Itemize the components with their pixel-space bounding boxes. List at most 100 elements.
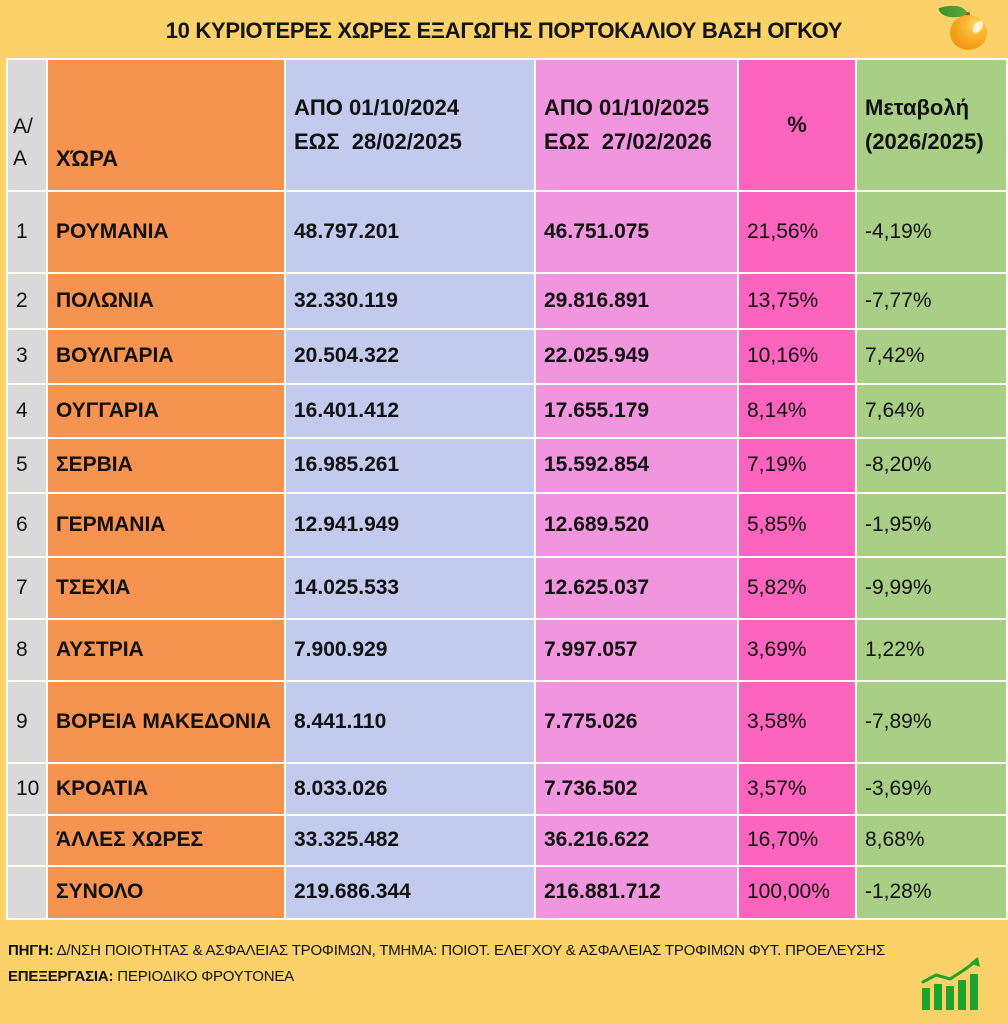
header-index: Α/Α [6,58,48,192]
country-cell: ΓΕΡΜΑΝΙΑ [46,492,286,558]
period2-value-cell: 12.689.520 [534,492,739,558]
period1-value-cell: 8.441.110 [284,680,536,764]
period1-value-cell: 219.686.344 [284,865,536,920]
percent-cell: 10,16% [737,328,857,385]
period1-value-cell: 48.797.201 [284,190,536,274]
percent-cell: 5,85% [737,492,857,558]
table-row: ΆΛΛΕΣ ΧΩΡΕΣ 33.325.482 36.216.622 16,70% 8,6… [6,814,1008,867]
percent-cell: 100,00% [737,865,857,920]
row-index-cell: 6 [6,492,48,558]
header-change: Μεταβολή (2026/2025) [855,58,1008,192]
period1-value-cell: 12.941.949 [284,492,536,558]
period2-value-cell: 46.751.075 [534,190,739,274]
table-row: 7 ΤΣΕΧΙΑ 14.025.533 12.625.037 5,82% -9,99% [6,556,1008,620]
percent-cell: 3,57% [737,762,857,816]
table-row: 6 ΓΕΡΜΑΝΙΑ 12.941.949 12.689.520 5,85% -1,95% [6,492,1008,558]
period2-value-cell: 22.025.949 [534,328,739,385]
country-cell: ΣΕΡΒΙΑ [46,437,286,494]
header-period-2024-2025: ΑΠΟ 01/10/2024 ΕΩΣ 28/02/2025 [284,58,536,192]
change-cell: -9,99% [855,556,1008,620]
row-index-cell: 9 [6,680,48,764]
period2-value-cell: 29.816.891 [534,272,739,330]
country-cell: ΡΟΥΜΑΝΙΑ [46,190,286,274]
row-index-cell: 7 [6,556,48,620]
period2-value-cell: 17.655.179 [534,383,739,439]
footer-source-line: ΠΗΓΗ: Δ/ΝΣΗ ΠΟΙΟΤΗΤΑΣ & ΑΣΦΑΛΕΙΑΣ ΤΡΟΦΙΜ… [8,938,1000,964]
change-cell: -3,69% [855,762,1008,816]
country-cell: ΒΟΥΛΓΑΡΙΑ [46,328,286,385]
processing-text: ΠΕΡΙΟΔΙΚΟ ΦΡΟΥΤΟΝΕΑ [113,968,294,985]
country-cell: ΒΟΡΕΙΑ ΜΑΚΕΔΟΝΙΑ [46,680,286,764]
title-bar: 10 ΚΥΡΙΟΤΕΡΕΣ ΧΩΡΕΣ ΕΞΑΓΩΓΗΣ ΠΟΡΤΟΚΑΛΙΟΥ… [0,0,1008,58]
percent-cell: 5,82% [737,556,857,620]
percent-cell: 3,58% [737,680,857,764]
row-index-cell: 8 [6,618,48,682]
page-title: 10 ΚΥΡΙΟΤΕΡΕΣ ΧΩΡΕΣ ΕΞΑΓΩΓΗΣ ΠΟΡΤΟΚΑΛΙΟΥ… [165,18,843,43]
percent-cell: 8,14% [737,383,857,439]
processing-label: ΕΠΕΞΕΡΓΑΣΙΑ: [8,968,114,985]
table-row: 4 ΟΥΓΓΑΡΙΑ 16.401.412 17.655.179 8,14% 7,64% [6,383,1008,439]
country-cell: ΣΥΝΟΛΟ [46,865,286,920]
growth-chart-icon [921,957,980,1010]
footer: ΠΗΓΗ: Δ/ΝΣΗ ΠΟΙΟΤΗΤΑΣ & ΑΣΦΑΛΕΙΑΣ ΤΡΟΦΙΜ… [8,938,1000,1024]
row-index-cell: 1 [6,190,48,274]
table-body: 1 ΡΟΥΜΑΝΙΑ 48.797.201 46.751.075 21,56% -4,19… [6,190,1008,920]
country-cell: ΟΥΓΓΑΡΙΑ [46,383,286,439]
row-index-cell: 10 [6,762,48,816]
period2-value-cell: 7.775.026 [534,680,739,764]
change-cell: 8,68% [855,814,1008,867]
change-cell: 1,22% [855,618,1008,682]
country-cell: ΠΟΛΩΝΙΑ [46,272,286,330]
header-row: Α/Α ΧΏΡΑ ΑΠΟ 01/10/2024 ΕΩΣ 28/02/2025 Α… [6,58,1008,192]
country-cell: ΚΡΟΑΤΙΑ [46,762,286,816]
period2-value-cell: 36.216.622 [534,814,739,867]
table-row: ΣΥΝΟΛΟ 219.686.344 216.881.712 100,00% -1,28… [6,865,1008,920]
period2-value-cell: 15.592.854 [534,437,739,494]
table-row: 10 ΚΡΟΑΤΙΑ 8.033.026 7.736.502 3,57% -3,69% [6,762,1008,816]
header-period-2025-2026: ΑΠΟ 01/10/2025 ΕΩΣ 27/02/2026 [534,58,739,192]
row-index-cell: 2 [6,272,48,330]
country-cell: ΤΣΕΧΙΑ [46,556,286,620]
change-cell: 7,64% [855,383,1008,439]
row-index-cell: 3 [6,328,48,385]
footer-processing-line: ΕΠΕΞΕΡΓΑΣΙΑ: ΠΕΡΙΟΔΙΚΟ ΦΡΟΥΤΟΝΕΑ [8,964,1000,990]
table-row: 1 ΡΟΥΜΑΝΙΑ 48.797.201 46.751.075 21,56% -4,19… [6,190,1008,274]
header-percent: % [737,58,857,192]
header-country: ΧΏΡΑ [46,58,286,192]
period1-value-cell: 32.330.119 [284,272,536,330]
orange-fruit-icon [938,0,994,54]
change-cell: 7,42% [855,328,1008,385]
country-cell: ΆΛΛΕΣ ΧΩΡΕΣ [46,814,286,867]
period1-value-cell: 33.325.482 [284,814,536,867]
period2-value-cell: 7.736.502 [534,762,739,816]
table-row: 8 ΑΥΣΤΡΙΑ 7.900.929 7.997.057 3,69% 1,22% [6,618,1008,682]
row-index-cell: 5 [6,437,48,494]
percent-cell: 3,69% [737,618,857,682]
row-index-cell: 4 [6,383,48,439]
period1-value-cell: 7.900.929 [284,618,536,682]
change-cell: -7,89% [855,680,1008,764]
row-index-cell [6,814,48,867]
row-index-cell [6,865,48,920]
period1-value-cell: 20.504.322 [284,328,536,385]
table-header: Α/Α ΧΏΡΑ ΑΠΟ 01/10/2024 ΕΩΣ 28/02/2025 Α… [6,58,1008,192]
change-cell: -1,28% [855,865,1008,920]
percent-cell: 7,19% [737,437,857,494]
change-cell: -4,19% [855,190,1008,274]
period2-value-cell: 12.625.037 [534,556,739,620]
period2-value-cell: 216.881.712 [534,865,739,920]
source-label: ΠΗΓΗ: [8,942,54,959]
period1-value-cell: 16.985.261 [284,437,536,494]
table-row: 3 ΒΟΥΛΓΑΡΙΑ 20.504.322 22.025.949 10,16% 7,42… [6,328,1008,385]
change-cell: -8,20% [855,437,1008,494]
percent-cell: 13,75% [737,272,857,330]
table-row: 2 ΠΟΛΩΝΙΑ 32.330.119 29.816.891 13,75% -7,77% [6,272,1008,330]
change-cell: -1,95% [855,492,1008,558]
period1-value-cell: 16.401.412 [284,383,536,439]
period2-value-cell: 7.997.057 [534,618,739,682]
change-cell: -7,77% [855,272,1008,330]
period1-value-cell: 14.025.533 [284,556,536,620]
percent-cell: 21,56% [737,190,857,274]
percent-cell: 16,70% [737,814,857,867]
table-row: 5 ΣΕΡΒΙΑ 16.985.261 15.592.854 7,19% -8,20% [6,437,1008,494]
